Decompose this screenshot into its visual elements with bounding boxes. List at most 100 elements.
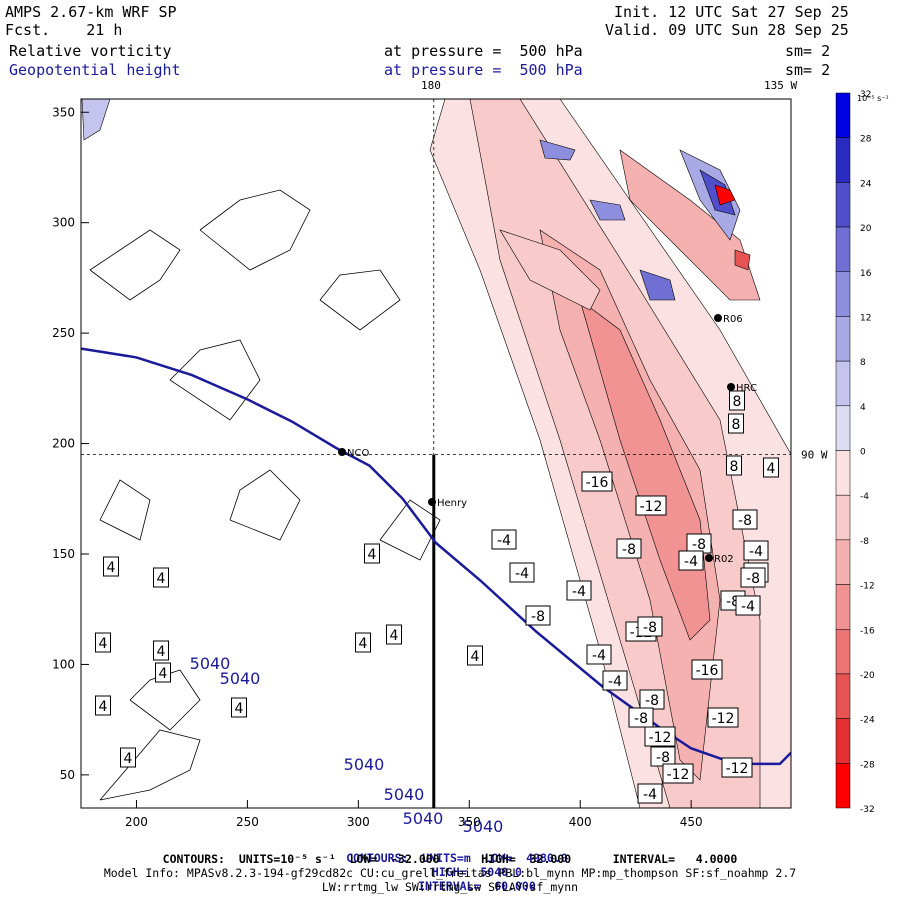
vort-label-13: -4	[497, 533, 511, 549]
vort-label-box-41	[735, 595, 761, 616]
vort-label-2: 4	[99, 636, 108, 652]
vort-label-23: -16	[696, 663, 719, 679]
band-neg-12b	[619, 149, 761, 301]
station-dot-3	[714, 314, 722, 322]
vort-label-box-30	[662, 763, 694, 784]
colorbar-tick-5: 12	[860, 313, 871, 323]
field1-name: Relative vorticity	[9, 42, 172, 60]
ytick-label-2: 150	[52, 547, 75, 561]
station-label-0: NCO	[347, 448, 369, 459]
vort-label-22: -8	[643, 620, 657, 636]
colorbar-tick-7: 4	[860, 403, 866, 413]
ytick-label-0: 50	[60, 768, 75, 782]
station-dot-2	[727, 383, 735, 391]
xtick-label-5: 450	[680, 815, 703, 829]
xtick-label-4: 400	[569, 815, 592, 829]
vort-label-box-11	[467, 645, 483, 666]
height-label-3: 5040	[384, 785, 425, 804]
ytick-label-6: 350	[52, 105, 75, 119]
band-neg-12	[539, 229, 721, 781]
vort-contour-3	[319, 269, 401, 331]
field2-name: Geopotential height	[9, 61, 181, 79]
colorbar-seg-2	[835, 182, 851, 228]
model-title: AMPS 2.67-km WRF SP	[5, 3, 177, 21]
vort-label-40: -8	[746, 571, 760, 587]
vort-label-box-2	[95, 632, 111, 653]
vort-label-29: -8	[656, 750, 670, 766]
vort-label-8: 4	[368, 547, 377, 563]
vort-label-5: 4	[99, 699, 108, 715]
colorbar-seg-13	[835, 673, 851, 719]
height-contour-5040	[81, 347, 791, 766]
vort-label-24: -4	[608, 674, 622, 690]
vort-label-27: -12	[712, 711, 735, 727]
xtick-label-0: 200	[125, 815, 148, 829]
vort-label-box-20	[586, 644, 612, 665]
colorbar-units: 10⁻⁵ s⁻¹	[857, 94, 889, 103]
vort-label-box-12	[525, 605, 551, 626]
vorticity-shading	[81, 99, 791, 808]
vort-contour-0	[89, 229, 181, 301]
footer-height-contours: CONTOURS: UNITS=m LOW= 4980.0 HIGH= 5040…	[0, 837, 900, 893]
xtick-label-2: 300	[347, 815, 370, 829]
station-label-1: Henry	[437, 498, 467, 509]
vort-label-box-17	[635, 495, 667, 516]
vort-label-box-3	[153, 640, 169, 661]
vort-label-box-37	[678, 550, 704, 571]
vort-label-3: 4	[157, 644, 166, 660]
colorbar-tick-11: -12	[860, 582, 875, 592]
vort-contour-8	[99, 479, 151, 541]
vort-label-box-32	[637, 783, 663, 804]
vort-label-box-13	[491, 529, 517, 550]
vort-label-box-10	[355, 632, 371, 653]
vort-contour-4	[129, 669, 201, 731]
vort-label-17: -12	[640, 499, 663, 515]
band-neg-24	[734, 249, 751, 271]
plot-frame	[80, 98, 792, 809]
ytick-label-4: 250	[52, 326, 75, 340]
vort-contour-6	[229, 469, 301, 541]
field1-smoothing: sm= 2	[785, 42, 831, 60]
forecast-hour: Fcst. 21 h	[5, 21, 123, 39]
vort-label-26: -8	[634, 711, 648, 727]
colorbar-seg-5	[835, 316, 851, 362]
vort-label-36: -8	[692, 537, 706, 553]
height-label-2: 5040	[344, 755, 385, 774]
vort-label-box-40	[740, 567, 766, 588]
xtick-label-3: 350	[458, 815, 481, 829]
colorbar-tick-2: 24	[860, 179, 872, 189]
vort-label-20: -4	[592, 648, 606, 664]
init-time: Init. 12 UTC Sat 27 Sep 25	[614, 3, 849, 21]
vort-label-7: 4	[124, 751, 133, 767]
colorbar-tick-1: 28	[860, 135, 872, 145]
band-neg-16	[579, 299, 711, 641]
lon-label-90w: 90 W	[801, 449, 828, 462]
vort-label-box-24	[602, 670, 628, 691]
vort-label-9: 4	[390, 628, 399, 644]
vort-label-box-31	[721, 757, 753, 778]
band-neg-8b	[499, 229, 601, 311]
height-label-1: 5040	[220, 669, 261, 688]
colorbar-tick-14: -24	[860, 716, 875, 726]
station-dot-4	[705, 554, 713, 562]
vort-label-box-18	[616, 538, 642, 559]
vort-label-box-34	[763, 457, 779, 478]
vort-label-41: -4	[741, 599, 755, 615]
xtick-label-1: 250	[236, 815, 259, 829]
vort-label-18: -8	[622, 542, 636, 558]
vort-label-box-8	[364, 543, 380, 564]
band-pos-16b	[539, 139, 576, 161]
vort-label-25: -8	[645, 693, 659, 709]
colorbar-tick-8: 0	[860, 448, 866, 458]
band-neg-32	[714, 184, 736, 206]
footer-height-interval: INTERVAL= 60.000	[418, 879, 536, 893]
vort-contour-1	[199, 189, 311, 271]
colorbar-tick-12: -16	[860, 626, 875, 636]
vort-label-16: -16	[586, 475, 609, 491]
station-label-2: HRC	[736, 383, 757, 394]
colorbar-tick-10: -8	[860, 537, 869, 547]
valid-time: Valid. 09 UTC Sun 28 Sep 25	[605, 21, 849, 39]
colorbar-seg-1	[835, 137, 851, 183]
vort-label-34: 4	[767, 461, 776, 477]
vort-label-box-33	[726, 455, 742, 476]
